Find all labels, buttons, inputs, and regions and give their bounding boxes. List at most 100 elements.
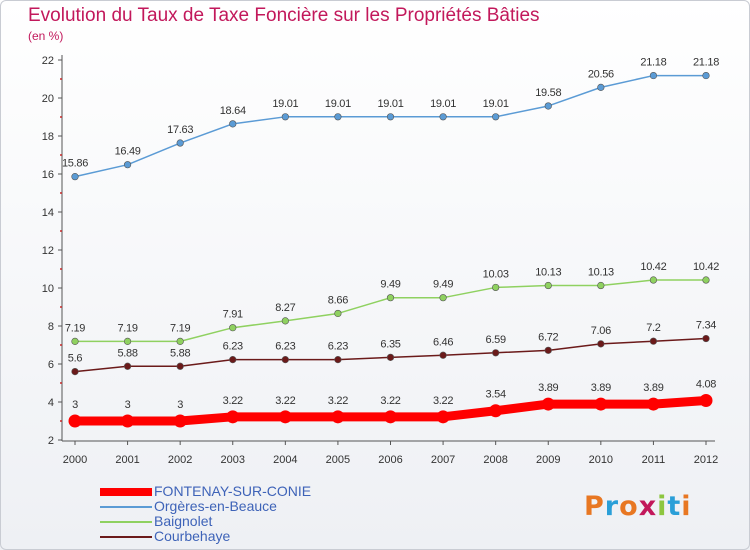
data-point-3 (229, 356, 237, 364)
data-point-3 (123, 362, 132, 370)
data-label-0: 3.89 (643, 382, 663, 394)
data-point-0 (226, 410, 240, 424)
legend-label: FONTENAY-SUR-CONIE (154, 483, 312, 499)
x-tick-label: 2011 (642, 454, 666, 466)
data-point-1 (176, 139, 184, 147)
data-label-2: 10.42 (693, 261, 719, 273)
data-label-0: 3.22 (328, 395, 348, 407)
x-tick-label: 2006 (378, 454, 402, 466)
data-point-3 (649, 337, 658, 345)
data-point-1 (229, 120, 237, 128)
data-point-2 (597, 281, 605, 290)
data-label-1: 19.01 (272, 98, 298, 110)
data-label-3: 5.88 (170, 347, 190, 359)
legend-swatch (100, 520, 152, 523)
y-tick-label: 22 (42, 55, 54, 67)
data-label-2: 10.13 (535, 267, 561, 279)
data-label-0: 3.22 (380, 395, 400, 407)
data-point-2 (176, 337, 184, 345)
data-label-2: 10.03 (483, 268, 509, 280)
data-label-0: 3.22 (275, 395, 295, 407)
data-point-1 (281, 113, 289, 121)
data-label-3: 6.23 (275, 341, 295, 353)
data-point-1 (439, 113, 447, 121)
data-label-1: 19.01 (377, 98, 403, 110)
data-label-0: 4.08 (696, 378, 716, 390)
data-point-3 (281, 356, 289, 364)
data-label-0: 3.22 (223, 395, 243, 407)
data-point-0 (594, 397, 608, 411)
legend-item: FONTENAY-SUR-CONIE (100, 484, 311, 499)
data-point-0 (173, 414, 187, 428)
y-tick-label: 2 (48, 435, 54, 447)
legend-swatch (100, 487, 152, 496)
legend-label: Baignolet (154, 513, 213, 529)
data-point-3 (71, 368, 79, 376)
data-point-1 (123, 161, 132, 169)
data-label-1: 19.58 (535, 87, 561, 99)
x-tick-label: 2010 (589, 454, 613, 466)
y-tick-label: 6 (48, 359, 54, 371)
data-point-3 (702, 334, 710, 343)
x-tick-label: 2000 (63, 454, 87, 466)
data-label-2: 10.13 (588, 267, 614, 279)
legend-swatch (100, 505, 152, 508)
data-point-0 (278, 410, 292, 424)
data-point-1 (71, 173, 79, 181)
data-point-2 (439, 294, 447, 302)
data-label-0: 3.54 (486, 389, 506, 401)
x-tick-label: 2009 (536, 454, 560, 466)
y-tick-label: 14 (42, 207, 54, 219)
y-tick-label: 12 (42, 245, 54, 257)
data-point-2 (281, 317, 289, 325)
data-label-0: 3.89 (591, 382, 611, 394)
data-label-3: 6.59 (486, 334, 506, 346)
y-tick-label: 10 (42, 283, 54, 295)
data-label-2: 7.91 (223, 309, 243, 321)
y-tick-label: 8 (48, 321, 54, 333)
data-point-3 (176, 362, 184, 370)
chart-title: Evolution du Taux de Taxe Foncière sur l… (28, 5, 540, 26)
data-label-3: 6.46 (433, 336, 453, 348)
data-label-0: 3.22 (433, 395, 453, 407)
data-point-3 (597, 340, 605, 348)
data-point-0 (541, 397, 555, 411)
data-label-1: 19.01 (325, 98, 351, 110)
data-point-3 (386, 353, 395, 361)
data-label-1: 18.64 (220, 105, 246, 117)
data-point-1 (702, 71, 710, 80)
x-tick-label: 2001 (115, 454, 139, 466)
data-label-3: 5.88 (117, 347, 137, 359)
x-tick-label: 2002 (168, 454, 192, 466)
data-label-3: 7.06 (591, 325, 611, 337)
data-label-1: 17.63 (167, 124, 193, 136)
data-label-2: 7.19 (170, 322, 190, 334)
data-point-2 (123, 337, 132, 345)
data-point-1 (597, 83, 605, 91)
data-point-0 (121, 414, 135, 428)
data-label-0: 3 (177, 399, 183, 411)
data-label-3: 6.35 (380, 338, 400, 350)
legend-label: Courbehaye (154, 528, 231, 544)
data-label-3: 7.2 (646, 322, 661, 334)
data-label-1: 16.49 (115, 146, 141, 158)
data-point-3 (439, 351, 447, 359)
data-point-3 (544, 346, 552, 354)
proxiti-logo: Proxiti (584, 491, 692, 522)
legend-swatch (100, 535, 152, 538)
x-tick-label: 2008 (483, 454, 507, 466)
data-label-0: 3 (72, 399, 78, 411)
data-point-1 (386, 113, 395, 121)
x-tick-label: 2004 (273, 454, 297, 466)
data-label-2: 8.27 (275, 302, 295, 314)
data-point-2 (492, 283, 500, 292)
data-point-2 (544, 281, 552, 290)
data-point-2 (229, 324, 237, 332)
chart-legend: FONTENAY-SUR-CONIE Orgères-en-Beauce Baign… (100, 484, 311, 544)
data-point-1 (492, 113, 500, 121)
data-label-2: 10.42 (640, 261, 666, 273)
chart-subtitle: (en %) (28, 29, 64, 43)
data-label-3: 5.6 (68, 353, 83, 365)
y-tick-label: 16 (42, 169, 54, 181)
